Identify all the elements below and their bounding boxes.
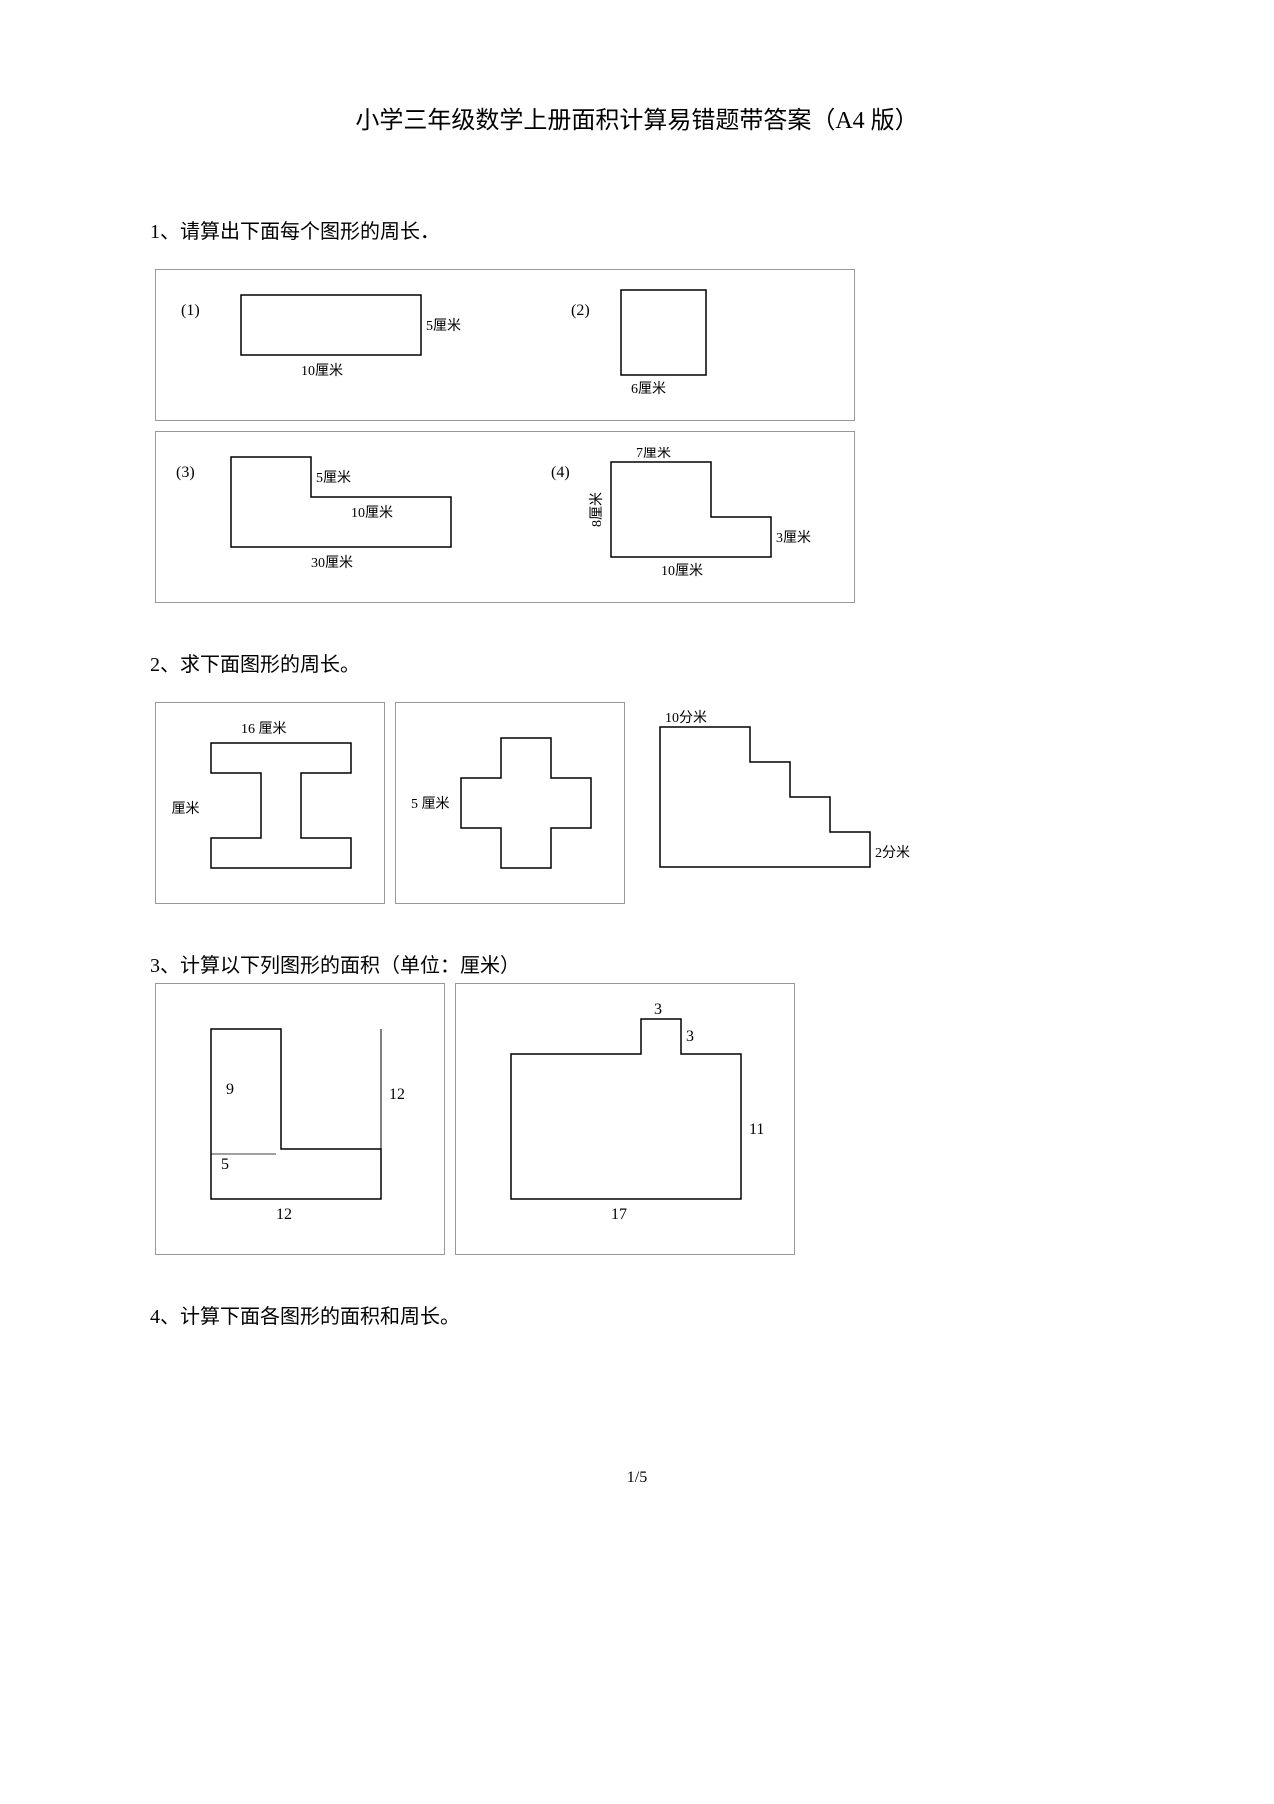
q2-fig2-shape [461, 738, 591, 868]
q1-fig3-b: 10厘米 [351, 505, 393, 521]
q1-fig3-c: 30厘米 [311, 555, 353, 571]
q1-fig2-side: 6厘米 [631, 381, 666, 397]
q3-fig1-b: 12 [389, 1086, 405, 1103]
q3-fig2-d: 17 [611, 1206, 627, 1223]
q1-fig4-d: 10厘米 [661, 563, 703, 579]
q2-fig3-a: 10分米 [665, 710, 707, 726]
q1-fig4-c: 3厘米 [776, 530, 811, 546]
q3-fig1-a: 9 [226, 1081, 234, 1098]
q3-fig1: 9 12 5 12 [171, 999, 431, 1239]
question-2: 2、求下面图形的周长。 16 厘米 4 厘米 5 厘米 10分米 2分米 [150, 648, 1124, 909]
page-number: 1/5 [150, 1469, 1124, 1487]
q2-fig1-svg: 16 厘米 4 厘米 [171, 718, 371, 888]
q3-fig1-d: 12 [276, 1206, 292, 1223]
q1-text: 1、请算出下面每个图形的周长． [150, 215, 1124, 244]
q2-fig1-b: 4 厘米 [171, 801, 200, 817]
q1-fig4-b: 8厘米 [589, 492, 605, 527]
q2-fig3-b: 2分米 [875, 845, 910, 861]
question-4: 4、计算下面各图形的面积和周长。 [150, 1300, 1124, 1329]
q3-fig2-shape [511, 1019, 741, 1199]
q1-fig1-h: 5厘米 [426, 318, 461, 334]
q1-fig3-a: 5厘米 [316, 470, 351, 486]
q3-fig2: 3 3 11 17 [471, 999, 781, 1239]
q3-fig1-c: 5 [221, 1156, 229, 1173]
q3-fig1-shape [211, 1029, 381, 1199]
q2-fig3-svg: 10分米 2分米 [640, 707, 920, 887]
q1-fig1-w: 10厘米 [301, 363, 343, 379]
q2-fig2-svg: 5 厘米 [411, 718, 611, 888]
question-1: 1、请算出下面每个图形的周长． (1) 5厘米 10厘米 (2) 6厘米 (3) [150, 215, 1124, 608]
q3-fig2-b: 3 [686, 1028, 694, 1045]
q1-row2-svg: (3) 5厘米 10厘米 30厘米 (4) 7厘米 8厘米 3厘米 10厘米 [171, 447, 831, 587]
q2-fig3-shape [660, 727, 870, 867]
q1-row1-svg: (1) 5厘米 10厘米 (2) 6厘米 [171, 285, 831, 405]
q3-text: 3、计算以下列图形的面积（单位：厘米） [150, 949, 1124, 978]
q3-figures-row: 9 12 5 12 3 3 11 17 [150, 978, 1124, 1260]
q2-fig1-shape [211, 743, 351, 868]
q1-fig4-shape [611, 462, 771, 557]
q2-text: 2、求下面图形的周长。 [150, 648, 1124, 677]
page-title: 小学三年级数学上册面积计算易错题带答案（A4 版） [150, 100, 1124, 135]
q2-fig2-a: 5 厘米 [411, 796, 450, 812]
q1-fig4-label: (4) [551, 464, 570, 481]
q1-fig4-a: 7厘米 [636, 447, 671, 461]
q4-text: 4、计算下面各图形的面积和周长。 [150, 1300, 1124, 1329]
q2-fig1-a: 16 厘米 [241, 721, 287, 737]
q1-fig1-label: (1) [181, 302, 200, 319]
q1-fig2-label: (2) [571, 302, 590, 319]
question-3: 3、计算以下列图形的面积（单位：厘米） [150, 949, 1124, 978]
q3-fig2-a: 3 [654, 1001, 662, 1018]
q1-fig2-rect [621, 290, 706, 375]
q3-fig2-c: 11 [749, 1121, 764, 1138]
q1-fig3-label: (3) [176, 464, 195, 481]
q1-fig1-rect [241, 295, 421, 355]
